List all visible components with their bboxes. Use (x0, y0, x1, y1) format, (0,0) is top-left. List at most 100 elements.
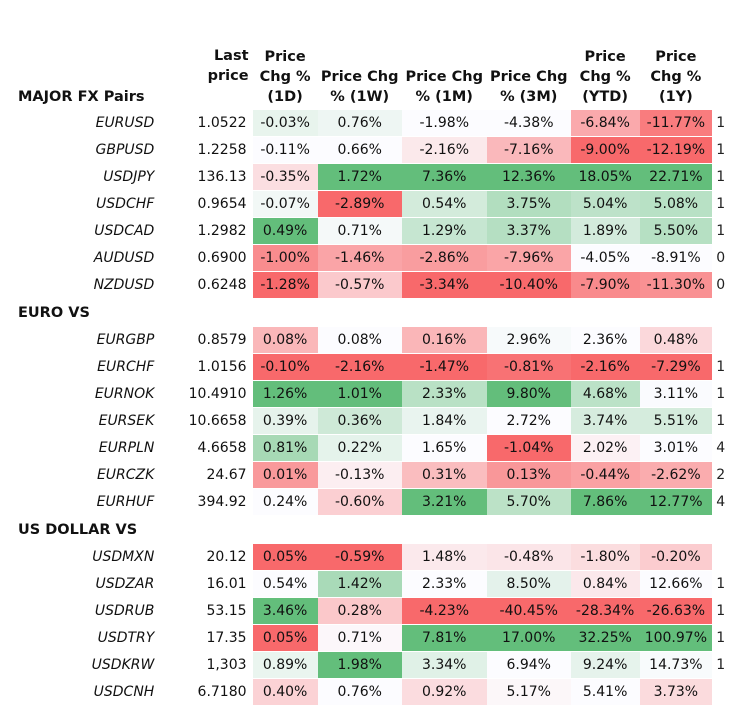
pair-name: NZDUSD (18, 271, 169, 299)
header-chg-ytd: Price Chg % (YTD) (579, 49, 631, 105)
chg-1d-cell: 0.40% (252, 678, 318, 706)
chg-1w-cell: -0.60% (317, 488, 402, 516)
chg-3m-cell: -0.81% (486, 353, 571, 381)
truncated-extra-cell: 1 (712, 110, 750, 137)
chg-1d-cell: -1.28% (252, 271, 318, 299)
chg-1d-cell: -0.03% (252, 110, 318, 137)
chg-1m-cell: -1.47% (401, 353, 487, 381)
table-row: USDMXN 20.12 0.05% -0.59% 1.48% -0.48% -1.80% -… (18, 544, 750, 571)
pair-name: USDZAR (18, 570, 169, 598)
last-price-cell: 10.6658 (168, 407, 253, 435)
last-price-cell: 20.12 (168, 544, 253, 571)
chg-1w-cell: -0.59% (317, 544, 402, 571)
chg-ytd-cell: 3.74% (570, 407, 640, 435)
header-row: MAJOR FX Pairs Last price Price Chg % (1… (18, 9, 750, 110)
chg-1w-cell: -1.46% (317, 244, 402, 272)
last-price-cell: 1.0522 (168, 110, 253, 137)
chg-ytd-cell: -0.44% (570, 461, 640, 489)
chg-1y-cell: 100.97% (639, 624, 713, 652)
last-price-cell: 1.0156 (168, 353, 253, 381)
last-price-cell: 0.9654 (168, 190, 253, 218)
chg-3m-cell: 8.50% (486, 570, 571, 598)
truncated-extra-cell: 1 (712, 217, 750, 245)
chg-3m-cell: 0.13% (486, 461, 571, 489)
chg-3m-cell: -10.40% (486, 271, 571, 299)
chg-1w-cell: 0.76% (317, 678, 402, 706)
chg-ytd-cell: -4.05% (570, 244, 640, 272)
last-price-cell: 53.15 (168, 597, 253, 625)
chg-ytd-cell: 32.25% (570, 624, 640, 652)
chg-1m-cell: 3.34% (401, 651, 487, 679)
chg-1m-cell: 7.81% (401, 624, 487, 652)
last-price-cell: 6.7180 (168, 678, 253, 706)
chg-ytd-cell: -1.80% (570, 544, 640, 571)
pair-name: EURCHF (18, 353, 169, 381)
table-row: EURUSD 1.0522 -0.03% 0.76% -1.98% -4.38% -6.84… (18, 110, 750, 137)
chg-1m-cell: 7.36% (401, 163, 487, 191)
chg-1w-cell: 1.98% (317, 651, 402, 679)
chg-1w-cell: 0.28% (317, 597, 402, 625)
pair-name: EURUSD (18, 110, 169, 137)
pair-name: USDTRY (18, 624, 169, 652)
chg-1y-cell: -26.63% (639, 597, 713, 625)
last-price-cell: 136.13 (168, 163, 253, 191)
chg-1y-cell: -11.77% (639, 110, 713, 137)
chg-1y-cell: 12.66% (639, 570, 713, 598)
pair-name: EURHUF (18, 488, 169, 516)
chg-1w-cell: 0.71% (317, 217, 402, 245)
chg-1w-cell: -0.57% (317, 271, 402, 299)
pair-name: USDCAD (18, 217, 169, 245)
header-chg-1m: Price Chg % (1M) (405, 69, 484, 105)
chg-1w-cell: 0.36% (317, 407, 402, 435)
chg-1d-cell: -0.10% (252, 353, 318, 381)
chg-3m-cell: 5.17% (486, 678, 571, 706)
chg-ytd-cell: -7.90% (570, 271, 640, 299)
chg-1d-cell: -0.07% (252, 190, 318, 218)
truncated-extra-cell: 1 (712, 570, 750, 598)
last-price-cell: 17.35 (168, 624, 253, 652)
pair-name: EURPLN (18, 434, 169, 462)
last-price-cell: 394.92 (168, 488, 253, 516)
chg-3m-cell: -4.38% (486, 110, 571, 137)
chg-ytd-cell: 2.02% (570, 434, 640, 462)
chg-ytd-cell: 7.86% (570, 488, 640, 516)
chg-ytd-cell: -9.00% (570, 136, 640, 164)
pair-name: EURCZK (18, 461, 169, 489)
table-row: EURGBP 0.8579 0.08% 0.08% 0.16% 2.96% 2.36% 0.4… (18, 327, 750, 354)
last-price-cell: 0.8579 (168, 327, 253, 354)
chg-1m-cell: 0.54% (401, 190, 487, 218)
truncated-extra-cell: 2 (712, 461, 750, 489)
pair-name: USDRUB (18, 597, 169, 625)
section-title-major-fx: MAJOR FX Pairs (18, 89, 145, 105)
table-row: EURCHF 1.0156 -0.10% -2.16% -1.47% -0.81% -2.1… (18, 353, 750, 381)
last-price-cell: 1,303 (168, 651, 253, 679)
table-row: USDTRY 17.35 0.05% 0.71% 7.81% 17.00% 32.25% 10… (18, 624, 750, 652)
chg-ytd-cell: -28.34% (570, 597, 640, 625)
section-title: EURO VS (18, 305, 90, 321)
chg-1d-cell: 0.39% (252, 407, 318, 435)
truncated-extra-cell: 4 (712, 488, 750, 516)
pair-name: GBPUSD (18, 136, 169, 164)
chg-ytd-cell: -6.84% (570, 110, 640, 137)
pair-name: EURNOK (18, 380, 169, 408)
chg-1m-cell: -2.16% (401, 136, 487, 164)
chg-1y-cell: 3.01% (639, 434, 713, 462)
chg-1w-cell: 1.42% (317, 570, 402, 598)
chg-1d-cell: -1.00% (252, 244, 318, 272)
table-row: NZDUSD 0.6248 -1.28% -0.57% -3.34% -10.40% -7.… (18, 271, 750, 299)
chg-3m-cell: 5.70% (486, 488, 571, 516)
chg-3m-cell: -40.45% (486, 597, 571, 625)
chg-1y-cell: 0.48% (639, 327, 713, 354)
chg-1w-cell: 0.66% (317, 136, 402, 164)
chg-1d-cell: 0.08% (252, 327, 318, 354)
truncated-extra-cell: 1 (712, 163, 750, 191)
table-row: GBPUSD 1.2258 -0.11% 0.66% -2.16% -7.16% -9.00… (18, 136, 750, 164)
table-row: USDCNH 6.7180 0.40% 0.76% 0.92% 5.17% 5.41% 3.7… (18, 678, 750, 706)
section-header-row: US DOLLAR VS (18, 516, 750, 545)
chg-1d-cell: 0.05% (252, 624, 318, 652)
truncated-extra-cell: 1 (712, 136, 750, 164)
chg-1m-cell: 3.21% (401, 488, 487, 516)
chg-3m-cell: 17.00% (486, 624, 571, 652)
pair-name: USDKRW (18, 651, 169, 679)
chg-3m-cell: 2.96% (486, 327, 571, 354)
